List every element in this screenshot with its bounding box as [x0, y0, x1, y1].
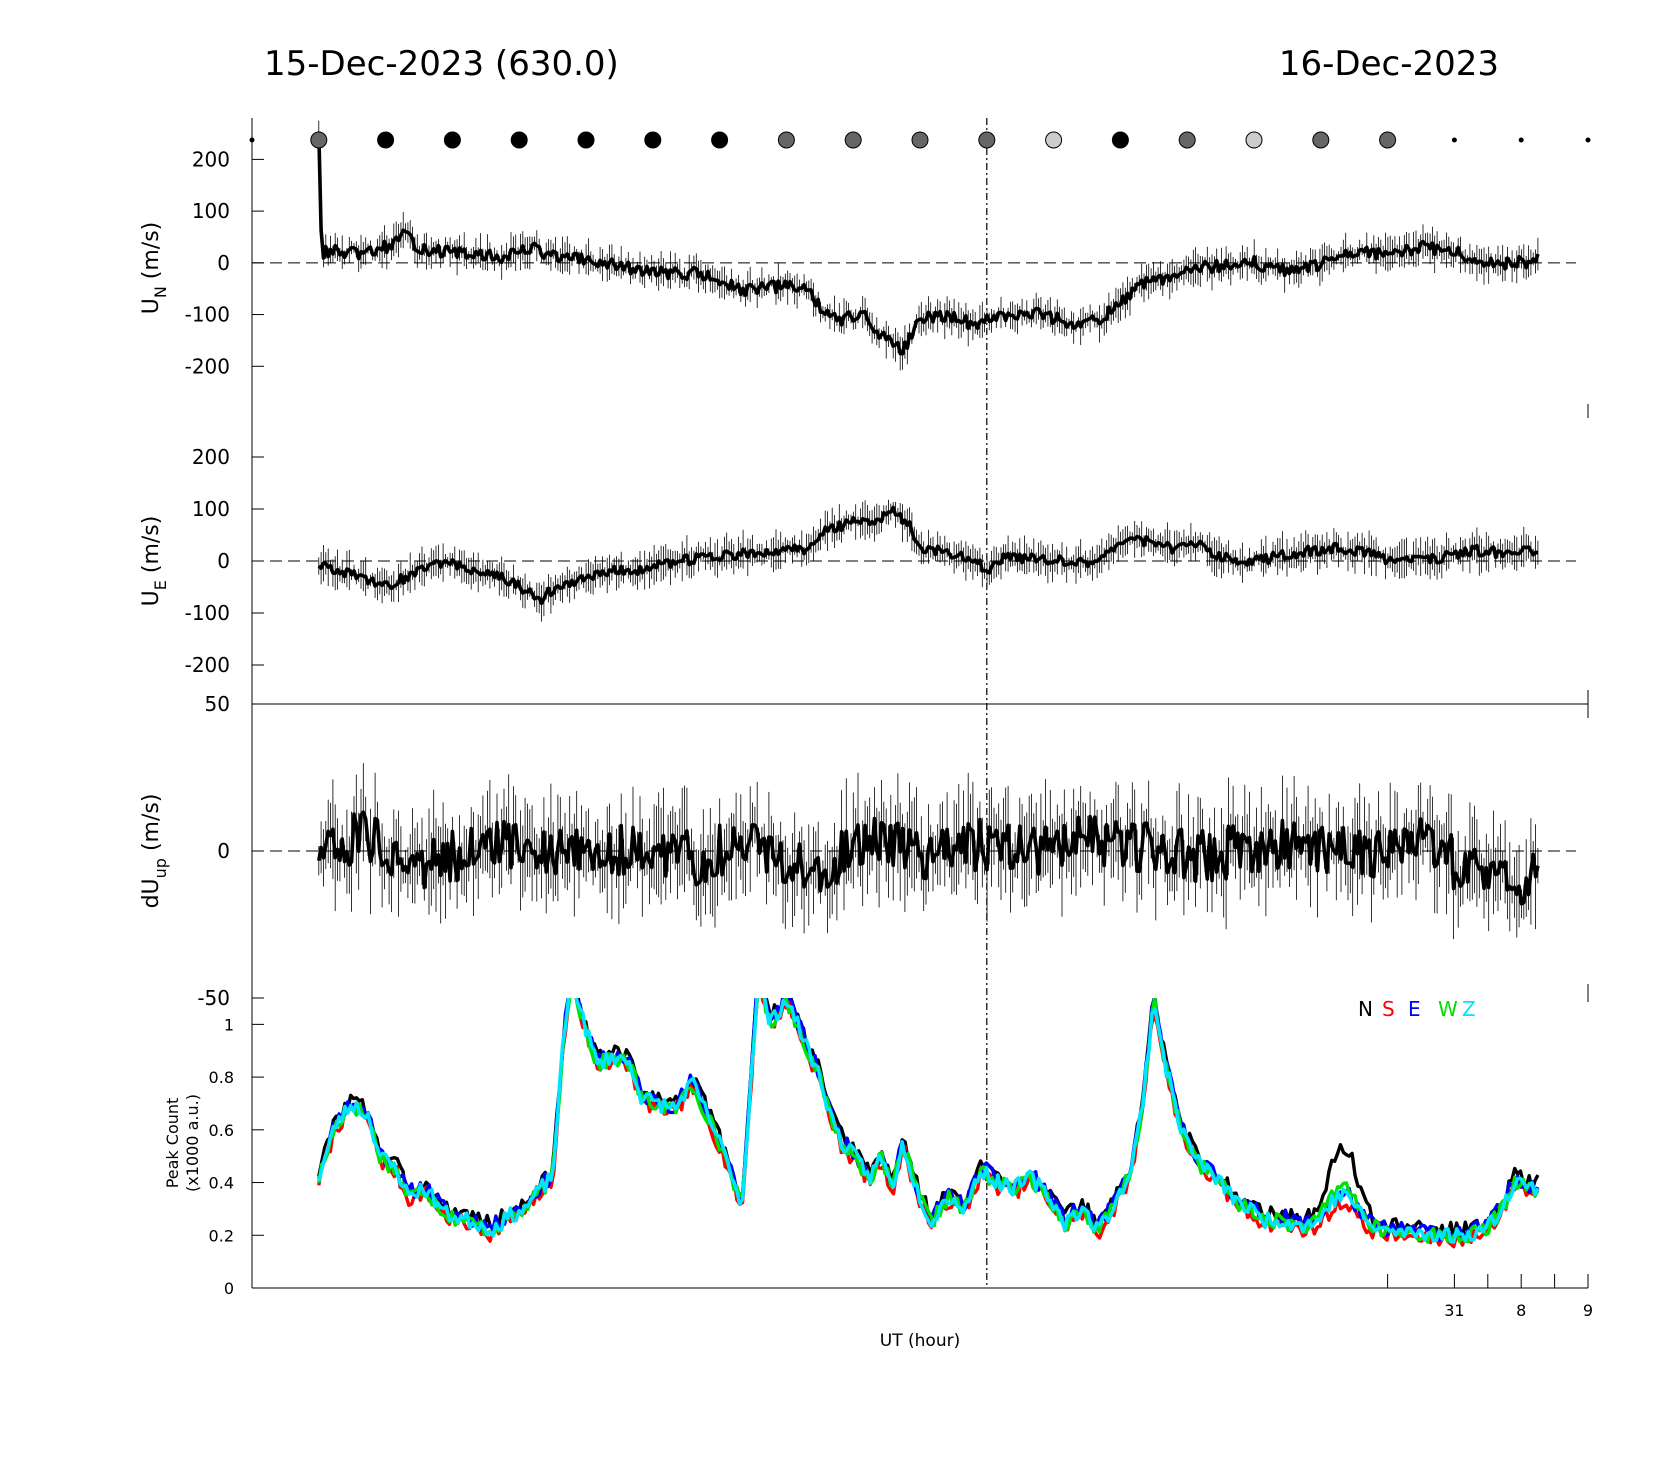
legend-entry-Z: Z — [1462, 997, 1476, 1021]
peak-count-series — [317, 998, 1540, 1249]
y-tick-label: -200 — [185, 354, 230, 378]
y-tick-label: 0.4 — [209, 1174, 234, 1193]
sky-quality-dot — [510, 131, 528, 149]
panel-UE: 200 100 0 -100 -200 UE (m/s) — [139, 418, 1589, 704]
sky-quality-dot — [911, 131, 929, 149]
left-date-title: 15-Dec-2023 (630.0) — [264, 44, 619, 84]
sky-quality-dot — [310, 131, 328, 149]
y-tick-label: -50 — [197, 986, 230, 1010]
x-axis-label: UT (hour) — [880, 1331, 960, 1351]
x-tick-label: 31 — [1444, 1301, 1464, 1320]
sky-quality-dot — [1312, 131, 1330, 149]
y-tick-label: 0.6 — [209, 1121, 234, 1140]
y-tick-label: 0 — [217, 549, 230, 573]
y-tick-label: -100 — [185, 601, 230, 625]
y-tick-label: 100 — [192, 497, 230, 521]
sky-quality-dot — [844, 131, 862, 149]
y-tick-label: 50 — [205, 692, 230, 716]
sky-quality-dot — [978, 131, 996, 149]
sky-quality-dot — [577, 131, 595, 149]
series-line-UE — [317, 505, 1539, 606]
sky-quality-dot — [249, 137, 255, 143]
y-axis-label: UN (m/s) — [139, 222, 170, 315]
y-tick-label: 100 — [192, 199, 230, 223]
sky-quality-dot — [1451, 137, 1457, 143]
sky-quality-dot — [1245, 131, 1263, 149]
panel-peak-count: 1 0.8 0.6 0.4 0.2 0 31 8 9 UT (hour) Peak Count(x1… — [163, 988, 1593, 1351]
panel-UN: 200 100 0 -100 -200 UN (m/s) — [139, 118, 1591, 418]
y-tick-label: 0 — [217, 251, 230, 275]
sky-quality-dot — [644, 131, 662, 149]
sky-quality-dot — [1111, 131, 1129, 149]
sky-quality-dot — [1379, 131, 1397, 149]
y-tick-label: 0 — [224, 1279, 234, 1298]
sky-quality-dot — [1585, 137, 1591, 143]
sky-quality-dot — [443, 131, 461, 149]
sky-quality-dot — [711, 131, 729, 149]
series-line-W — [317, 998, 1540, 1244]
y-tick-label: -200 — [185, 653, 230, 677]
legend-entry-E: E — [1408, 997, 1421, 1021]
legend-entry-S: S — [1382, 997, 1395, 1021]
sky-quality-dot — [1045, 131, 1063, 149]
y-tick-label: 0.2 — [209, 1226, 234, 1245]
y-axis-label: UE (m/s) — [139, 516, 170, 607]
error-bars — [318, 499, 1539, 622]
sky-quality-dot — [777, 131, 795, 149]
y-tick-label: 200 — [192, 147, 230, 171]
y-tick-label: 200 — [192, 445, 230, 469]
y-tick-label: 1 — [224, 1015, 234, 1034]
series-line-UN — [317, 131, 1540, 356]
legend-entry-W: W — [1438, 997, 1458, 1021]
x-tick-label: 9 — [1583, 1301, 1593, 1320]
y-tick-label: -100 — [185, 303, 230, 327]
sky-quality-dot — [377, 131, 395, 149]
x-tick-label: 8 — [1516, 1301, 1526, 1320]
legend-entry-N: N — [1358, 997, 1373, 1021]
right-date-title: 16-Dec-2023 — [1278, 44, 1499, 84]
y-axis-label: dUup (m/s) — [139, 794, 170, 909]
panel-dUup: 50 0 -50 dUup (m/s) — [139, 692, 1589, 1010]
error-bars — [318, 120, 1539, 371]
y-axis-label: Peak Count(x1000 a.u.) — [163, 1094, 202, 1192]
series-line-Z — [317, 998, 1540, 1244]
sky-quality-dot — [1518, 137, 1524, 143]
series-line-dUup — [317, 810, 1540, 906]
y-tick-label: 0.8 — [209, 1068, 234, 1087]
sky-quality-dot — [1178, 131, 1196, 149]
y-tick-label: 0 — [217, 839, 230, 863]
